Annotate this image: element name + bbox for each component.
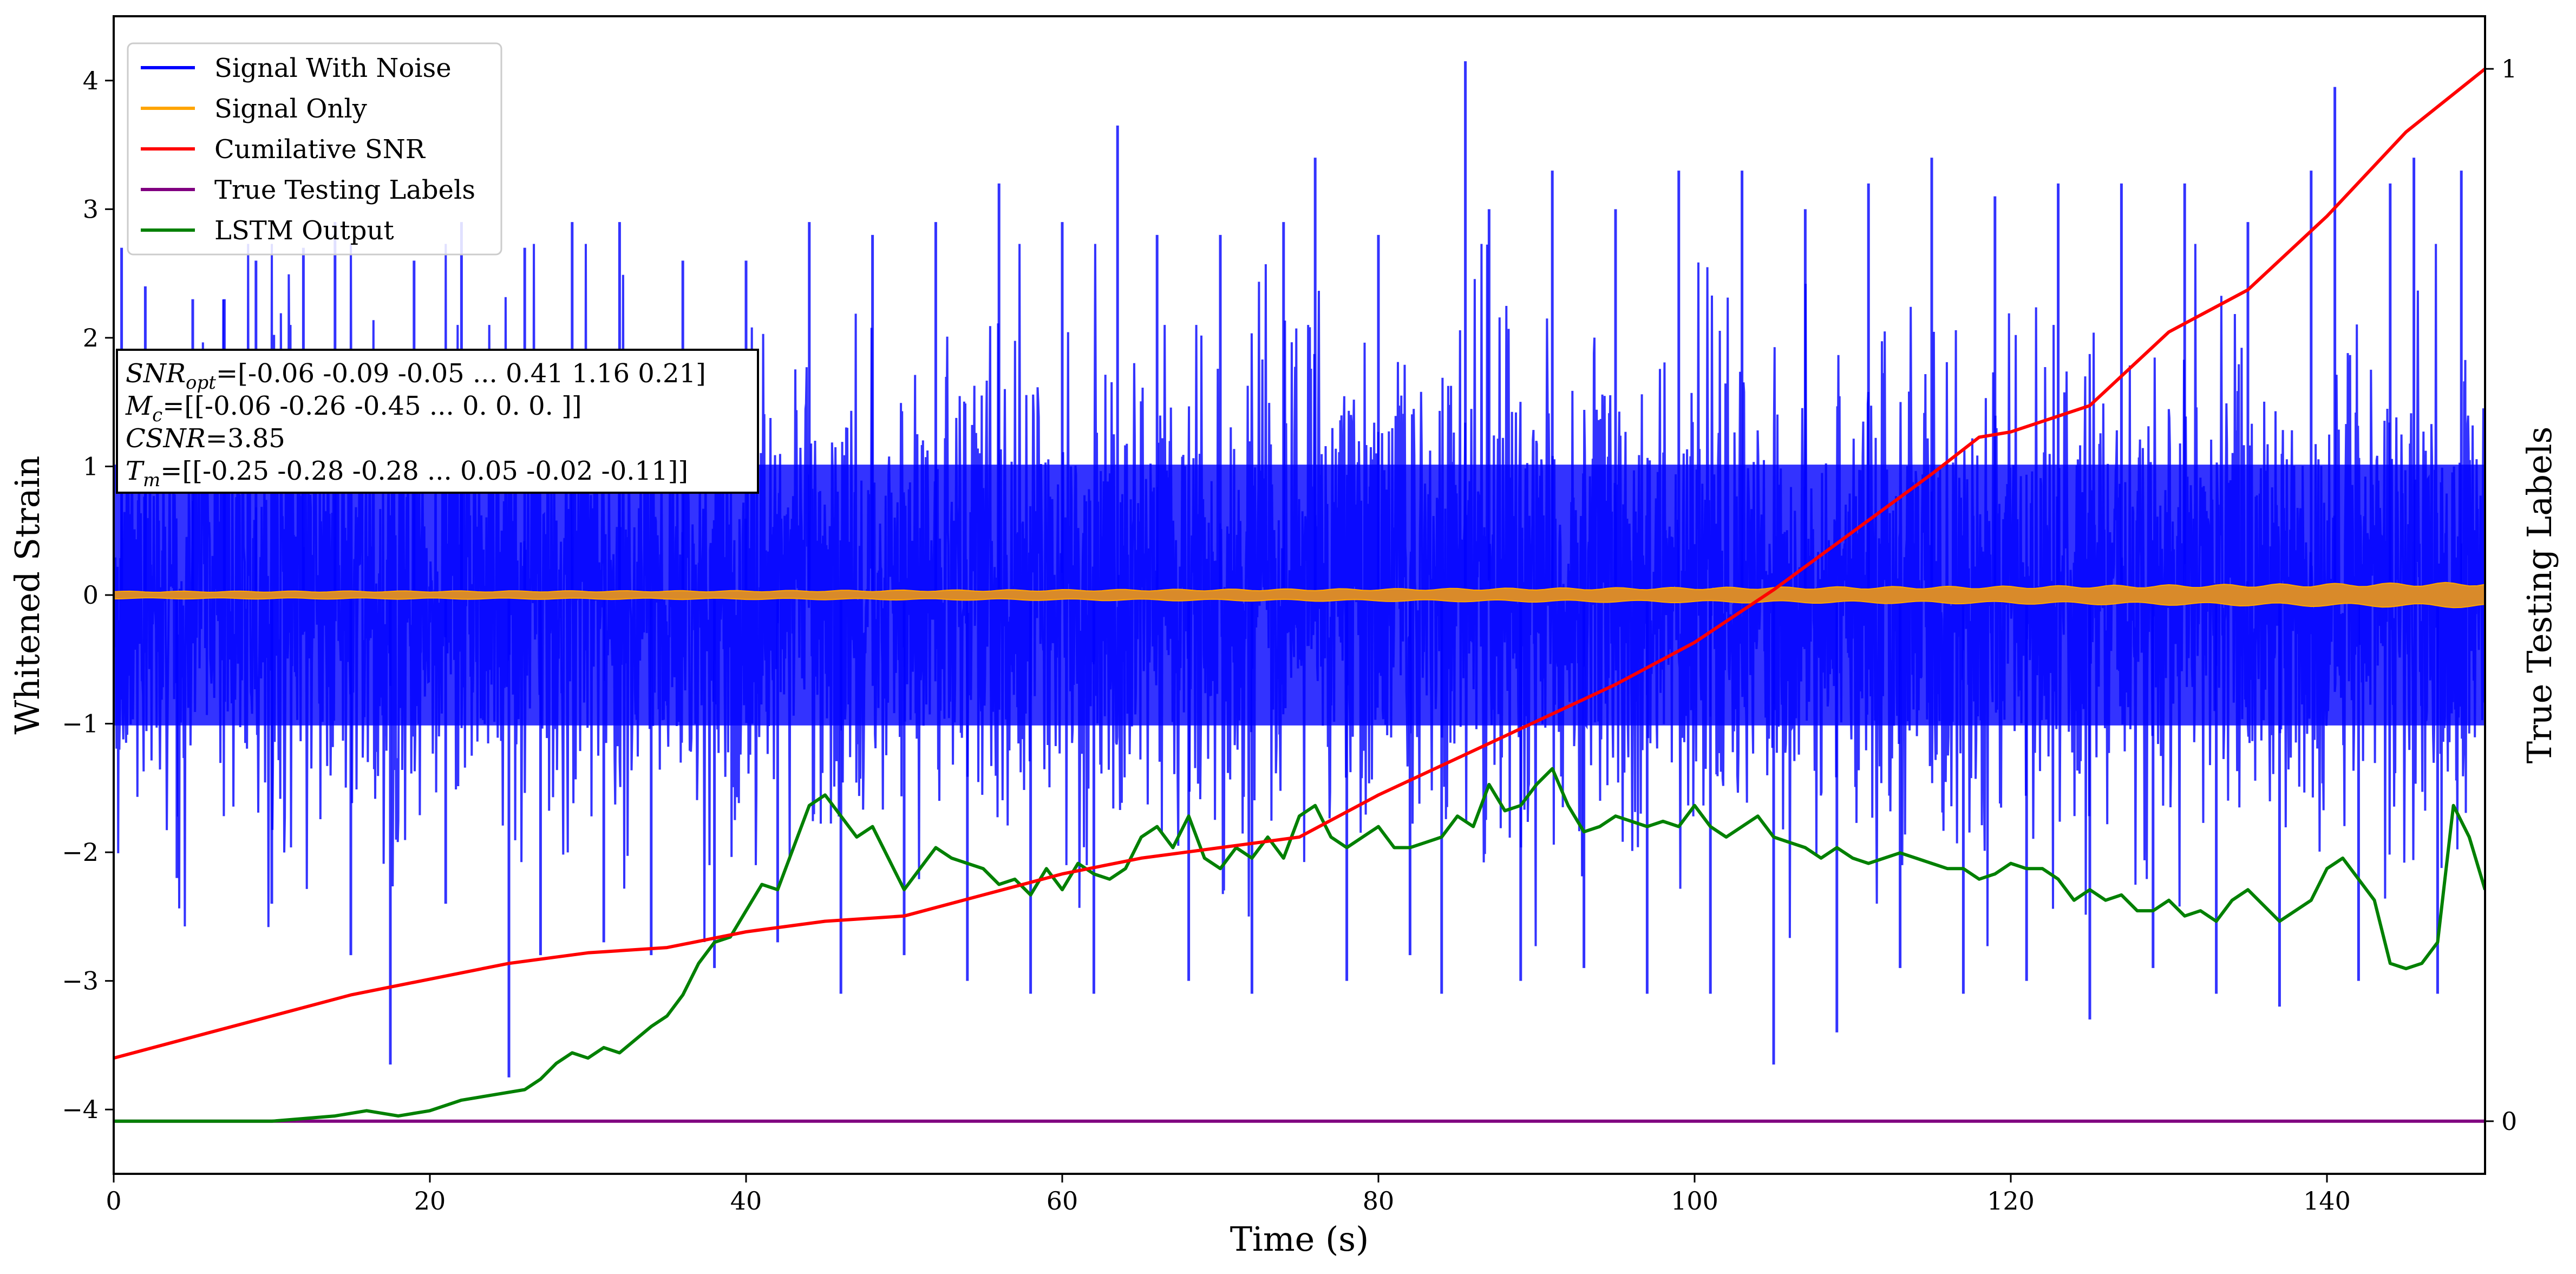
legend-entry: Signal Only <box>214 94 367 124</box>
series-cumilative-snr <box>114 67 2485 1060</box>
y-tick-label: 1 <box>83 452 99 481</box>
annotation-line: Mc=[[-0.06 -0.26 -0.45 ... 0. 0. 0. ]] <box>125 391 582 426</box>
x-axis-label: Time (s) <box>1230 1219 1369 1259</box>
y-tick-label: −2 <box>62 838 99 867</box>
legend-entry: Cumilative SNR <box>214 134 426 165</box>
legend-entry: Signal With Noise <box>214 53 452 83</box>
series-lstm-output <box>114 767 2485 1123</box>
annotation-line: Tm=[[-0.25 -0.28 -0.28 ... 0.05 -0.02 -0… <box>126 456 688 491</box>
y-tick-label: 0 <box>83 580 99 610</box>
y-tick-label: −1 <box>62 709 99 739</box>
x-tick-label: 120 <box>1987 1186 2035 1216</box>
y-axis-ticks: −4 −3 −2 −1 0 1 2 3 4 <box>62 66 114 1124</box>
y2-tick-label: 1 <box>2501 54 2517 83</box>
y-tick-label: −3 <box>62 966 99 996</box>
annotation-frame <box>116 349 759 494</box>
x-tick-label: 20 <box>414 1186 446 1216</box>
y-tick-label: −4 <box>62 1095 99 1124</box>
x-tick-label: 140 <box>2303 1186 2351 1216</box>
legend-frame <box>127 42 502 256</box>
annotation-line: SNRopt=[-0.06 -0.09 -0.05 ... 0.41 1.16 … <box>126 358 706 394</box>
y2-axis-ticks: 01 <box>2485 54 2517 1136</box>
legend-entry: True Testing Labels <box>214 175 475 205</box>
legend-entry: LSTM Output <box>214 215 394 246</box>
x-tick-label: 40 <box>730 1186 762 1216</box>
x-tick-label: 0 <box>106 1186 121 1216</box>
y-tick-label: 4 <box>83 66 99 95</box>
y-tick-label: 3 <box>83 194 99 224</box>
x-tick-label: 100 <box>1671 1186 1718 1216</box>
annotation-box: SNRopt=[-0.06 -0.09 -0.05 ... 0.41 1.16 … <box>116 349 759 494</box>
legend: Signal With Noise Signal Only Cumilative S… <box>127 42 502 256</box>
y-tick-label: 2 <box>83 323 99 352</box>
annotation-line: CSNR=3.85 <box>126 423 285 454</box>
y-axis-label: Whitened Strain <box>8 456 47 735</box>
y2-axis-label: True Testing Labels <box>2520 427 2559 764</box>
y2-tick-label: 0 <box>2501 1107 2517 1136</box>
x-tick-label: 80 <box>1363 1186 1395 1216</box>
x-axis-ticks: 0 20 40 60 80 100 120 140 <box>106 1174 2351 1216</box>
x-tick-label: 60 <box>1047 1186 1078 1216</box>
series-signal-only <box>114 582 2485 609</box>
